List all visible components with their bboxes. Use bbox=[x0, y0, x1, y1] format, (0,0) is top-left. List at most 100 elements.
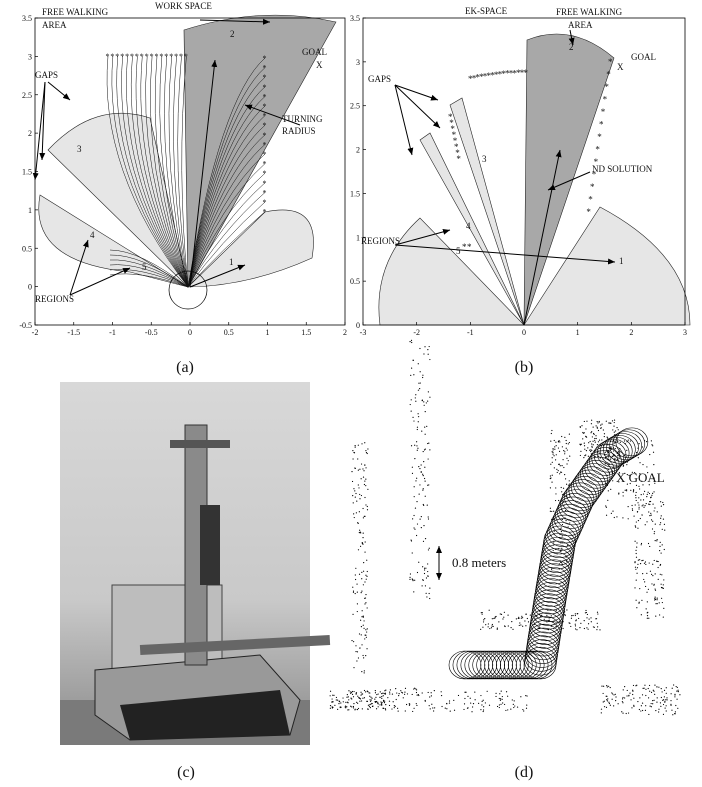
map-point bbox=[501, 614, 502, 615]
map-point bbox=[376, 708, 377, 709]
map-point bbox=[352, 614, 353, 615]
map-point bbox=[604, 701, 605, 702]
map-point bbox=[659, 614, 660, 615]
map-point bbox=[504, 612, 505, 613]
map-point bbox=[584, 432, 585, 433]
map-point bbox=[554, 446, 555, 447]
map-point bbox=[412, 580, 413, 581]
map-point bbox=[603, 701, 604, 702]
map-point bbox=[467, 708, 468, 709]
map-point bbox=[550, 464, 551, 465]
map-point bbox=[357, 458, 358, 459]
map-point bbox=[648, 511, 649, 512]
map-point bbox=[423, 353, 424, 354]
map-point bbox=[619, 456, 620, 457]
map-point bbox=[575, 625, 576, 626]
map-point bbox=[353, 706, 354, 707]
map-point bbox=[425, 538, 426, 539]
map-point bbox=[352, 495, 353, 496]
map-point bbox=[364, 638, 365, 639]
map-point bbox=[428, 516, 429, 517]
map-point bbox=[605, 463, 606, 464]
map-point bbox=[352, 450, 353, 451]
map-point bbox=[610, 489, 611, 490]
map-point bbox=[551, 569, 552, 570]
map-point bbox=[614, 420, 615, 421]
map-point bbox=[642, 464, 643, 465]
map-point bbox=[658, 711, 659, 712]
map-point bbox=[559, 441, 560, 442]
map-point bbox=[591, 431, 592, 432]
map-point bbox=[593, 433, 594, 434]
map-point bbox=[482, 701, 483, 702]
map-point bbox=[351, 706, 352, 707]
map-point bbox=[441, 706, 442, 707]
x-tick-label: -1.5 bbox=[67, 328, 80, 337]
map-point bbox=[613, 450, 614, 451]
annotation: X GOAL bbox=[616, 470, 665, 485]
map-point bbox=[644, 505, 645, 506]
map-point bbox=[662, 529, 663, 530]
map-point bbox=[651, 706, 652, 707]
map-point bbox=[575, 613, 576, 614]
map-point bbox=[565, 510, 566, 511]
map-point bbox=[575, 620, 576, 621]
map-point bbox=[499, 693, 500, 694]
map-point bbox=[556, 445, 557, 446]
map-point bbox=[355, 651, 356, 652]
map-point bbox=[568, 460, 569, 461]
map-point bbox=[605, 452, 606, 453]
map-point bbox=[417, 695, 418, 696]
map-point bbox=[658, 709, 659, 710]
star: * bbox=[263, 83, 267, 92]
map-point bbox=[413, 515, 414, 516]
map-point bbox=[507, 696, 508, 697]
map-point bbox=[367, 506, 368, 507]
map-point bbox=[561, 531, 562, 532]
map-point bbox=[661, 574, 662, 575]
map-point bbox=[661, 697, 662, 698]
x-tick-label: 1.5 bbox=[301, 328, 311, 337]
map-point bbox=[628, 439, 629, 440]
map-point bbox=[482, 614, 483, 615]
map-point bbox=[497, 628, 498, 629]
map-point bbox=[646, 608, 647, 609]
map-point bbox=[551, 482, 552, 483]
arrow bbox=[48, 82, 70, 100]
map-point bbox=[651, 515, 652, 516]
map-point bbox=[641, 600, 642, 601]
map-point bbox=[530, 614, 531, 615]
map-point bbox=[366, 637, 367, 638]
map-point bbox=[554, 449, 555, 450]
x-tick-label: -1 bbox=[467, 328, 474, 337]
map-point bbox=[381, 705, 382, 706]
map-point bbox=[552, 462, 553, 463]
map-point bbox=[367, 628, 368, 629]
map-point bbox=[519, 625, 520, 626]
map-point bbox=[615, 700, 616, 701]
map-point bbox=[416, 501, 417, 502]
map-point bbox=[359, 530, 360, 531]
map-point bbox=[495, 696, 496, 697]
map-point bbox=[591, 420, 592, 421]
map-point bbox=[646, 503, 647, 504]
map-point bbox=[419, 494, 420, 495]
map-point bbox=[429, 449, 430, 450]
map-point bbox=[639, 697, 640, 698]
map-point bbox=[676, 691, 677, 692]
map-point bbox=[610, 705, 611, 706]
map-point bbox=[639, 602, 640, 603]
map-point bbox=[603, 686, 604, 687]
map-point bbox=[359, 574, 360, 575]
map-point bbox=[632, 510, 633, 511]
map-point bbox=[375, 697, 376, 698]
map-point bbox=[347, 702, 348, 703]
map-point bbox=[559, 473, 560, 474]
map-point bbox=[550, 475, 551, 476]
map-point bbox=[572, 615, 573, 616]
map-point bbox=[666, 693, 667, 694]
map-point bbox=[428, 391, 429, 392]
map-point bbox=[409, 341, 410, 342]
star: * bbox=[597, 132, 602, 142]
star: * bbox=[130, 52, 134, 61]
